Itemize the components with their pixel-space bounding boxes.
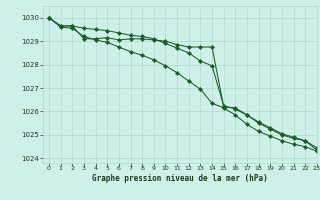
X-axis label: Graphe pression niveau de la mer (hPa): Graphe pression niveau de la mer (hPa) — [92, 174, 268, 183]
